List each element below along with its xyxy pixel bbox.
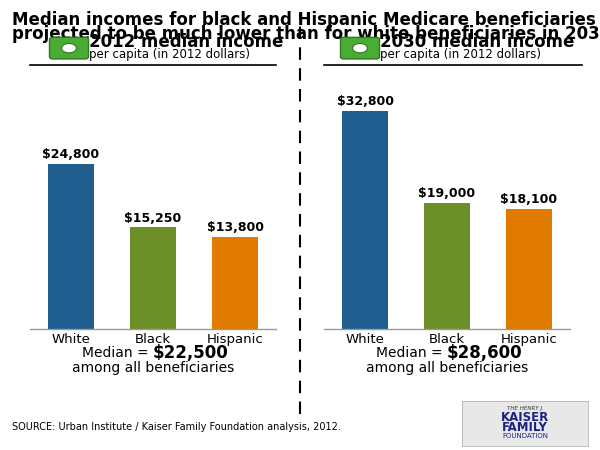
Bar <box>343 111 388 328</box>
Text: FOUNDATION: FOUNDATION <box>502 433 548 440</box>
Text: FAMILY: FAMILY <box>502 421 548 433</box>
Text: KAISER: KAISER <box>501 411 549 424</box>
Text: per capita (in 2012 dollars): per capita (in 2012 dollars) <box>380 49 541 61</box>
Text: $18,100: $18,100 <box>500 193 557 206</box>
Text: THE HENRY J.: THE HENRY J. <box>506 406 544 411</box>
Bar <box>130 227 176 328</box>
Text: 2030 median income: 2030 median income <box>380 33 574 51</box>
Text: $28,600: $28,600 <box>447 344 523 362</box>
Text: $15,250: $15,250 <box>124 212 182 225</box>
Text: per capita (in 2012 dollars): per capita (in 2012 dollars) <box>89 49 250 61</box>
Text: Median =: Median = <box>376 346 447 360</box>
Text: 2012 median income: 2012 median income <box>89 33 283 51</box>
Bar <box>424 202 470 328</box>
Text: $24,800: $24,800 <box>43 148 100 162</box>
Text: $19,000: $19,000 <box>418 187 476 200</box>
Text: $22,500: $22,500 <box>153 344 229 362</box>
Text: among all beneficiaries: among all beneficiaries <box>72 360 234 375</box>
Text: Median =: Median = <box>82 346 153 360</box>
Text: $32,800: $32,800 <box>337 95 394 108</box>
Text: $13,800: $13,800 <box>206 221 263 234</box>
Bar <box>212 237 257 328</box>
Bar <box>49 164 94 328</box>
Text: SOURCE: Urban Institute / Kaiser Family Foundation analysis, 2012.: SOURCE: Urban Institute / Kaiser Family … <box>12 422 341 432</box>
Text: among all beneficiaries: among all beneficiaries <box>366 360 528 375</box>
Text: projected to be much lower than for white beneficiaries in 2030: projected to be much lower than for whit… <box>12 25 600 43</box>
Text: Median incomes for black and Hispanic Medicare beneficiaries are: Median incomes for black and Hispanic Me… <box>12 11 600 29</box>
Bar <box>506 209 551 328</box>
